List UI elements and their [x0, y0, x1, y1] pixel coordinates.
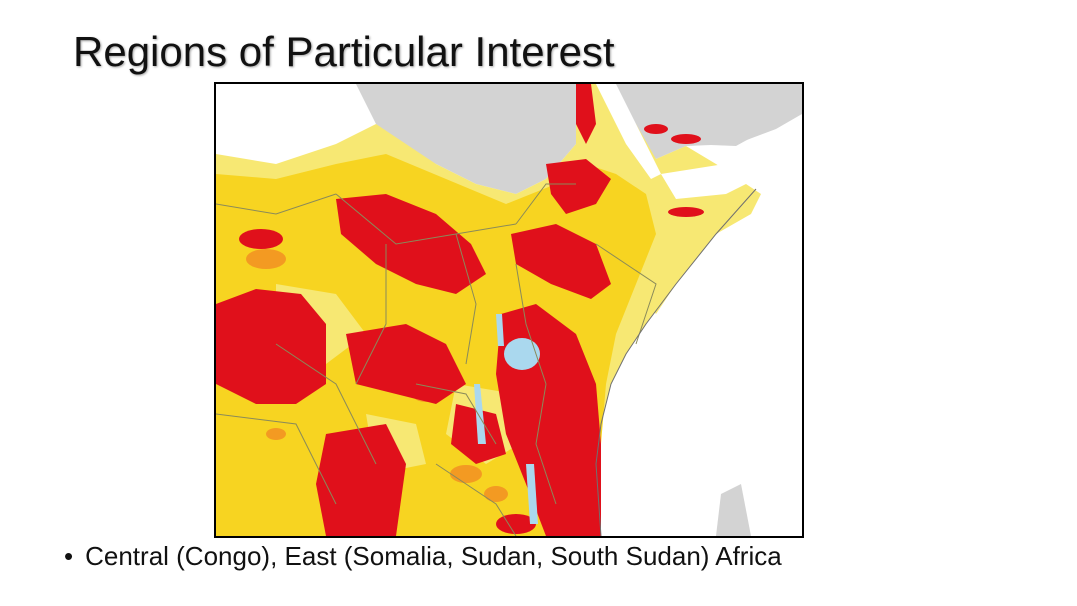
red-sea — [596, 84, 661, 179]
arabia-land — [626, 84, 802, 159]
severe-zone-south-sudan-east — [511, 224, 611, 299]
madagascar — [716, 484, 751, 536]
gulf-of-aden — [661, 159, 776, 199]
severe-zone-sudan-west — [336, 194, 486, 294]
high-patch-3 — [450, 465, 482, 483]
severe-zone-north-strip — [576, 84, 596, 144]
severe-zone-south-west — [316, 424, 406, 536]
lake-malawi — [526, 464, 538, 524]
country-borders — [216, 183, 657, 536]
bullet-symbol: • — [64, 541, 74, 571]
bullet-text: Central (Congo), East (Somalia, Sudan, S… — [85, 541, 782, 571]
severe-zone-ethiopia — [546, 159, 611, 214]
bullet-list-item: • Central (Congo), East (Somalia, Sudan, … — [64, 541, 782, 572]
lake-tanganyika — [474, 384, 486, 444]
severe-zone-congo-west — [216, 289, 326, 404]
severe-zone-south-east-small — [496, 514, 536, 534]
lake-victoria — [504, 338, 540, 370]
africa-risk-map — [214, 82, 804, 538]
high-patch-5 — [266, 428, 286, 440]
horn-of-africa — [641, 189, 756, 314]
east-coastline — [595, 188, 757, 536]
high-patch-4 — [484, 486, 508, 502]
severe-zone-arabia-2 — [671, 134, 701, 144]
high-patch-1 — [246, 249, 286, 269]
severe-zone-west-small — [239, 229, 283, 249]
lake-albert — [496, 314, 504, 346]
severe-zone-horn — [668, 207, 704, 217]
severe-zone-arabia-1 — [644, 124, 668, 134]
slide-title: Regions of Particular Interest — [73, 28, 615, 75]
